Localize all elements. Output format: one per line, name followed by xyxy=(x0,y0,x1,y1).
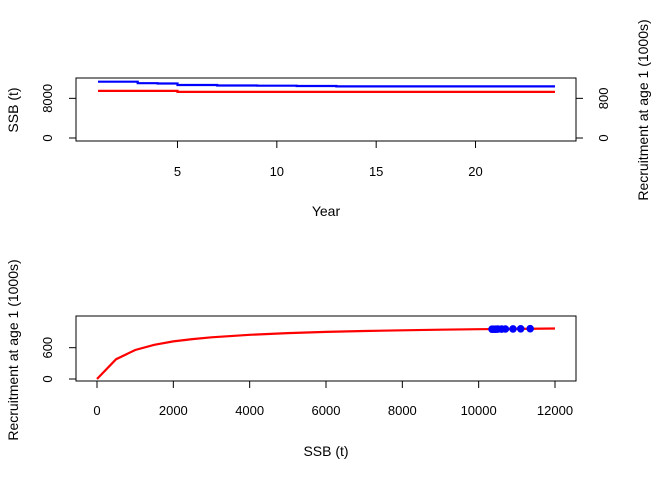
stock-recruitment-chart: 0 2000 4000 6000 8000 10000 12000 0 600 SSB (t)… xyxy=(5,259,577,459)
timeseries-x-tick-label: 10 xyxy=(270,164,284,179)
timeseries-y-axis-right: 0 800 xyxy=(575,87,611,142)
stock-recruitment-series-group xyxy=(96,324,556,380)
stock-recruitment-y-axis: 0 600 xyxy=(40,337,77,383)
stock-recruitment-x-tick-label: 12000 xyxy=(537,403,573,418)
stock-recruitment-x-tick-label: 4000 xyxy=(235,403,264,418)
timeseries-y-axis-left: 0 8000 xyxy=(40,84,77,142)
timeseries-x-tick-label: 15 xyxy=(369,164,383,179)
stock-recruitment-x-tick-label: 2000 xyxy=(159,403,188,418)
stock-recruitment-x-axis: 0 2000 4000 6000 8000 10000 12000 xyxy=(93,380,573,418)
timeseries-y-right-tick-label: 0 xyxy=(596,134,611,141)
stock-recruitment-y-tick-label: 600 xyxy=(40,337,55,359)
stock-recruitment-y-tick-label: 0 xyxy=(40,375,55,382)
stock-recruitment-x-tick-label: 10000 xyxy=(461,403,497,418)
stock-recruitment-point xyxy=(516,325,525,333)
timeseries-x-tick-label: 20 xyxy=(468,164,482,179)
timeseries-y-left-tick-label: 8000 xyxy=(40,84,55,113)
timeseries-y-right-tick-label: 800 xyxy=(596,87,611,109)
timeseries-x-tick-label: 5 xyxy=(174,164,181,179)
timeseries-x-axis-label: Year xyxy=(312,203,341,219)
stock-recruitment-x-tick-label: 0 xyxy=(93,403,100,418)
stock-recruitment-point xyxy=(509,325,517,333)
timeseries-series-line-2 xyxy=(98,89,555,93)
timeseries-series-group xyxy=(98,80,555,93)
stock-recruitment-x-axis-label: SSB (t) xyxy=(303,443,348,459)
stock-recruitment-curve-1 xyxy=(96,327,556,380)
stock-recruitment-x-tick-label: 8000 xyxy=(388,403,417,418)
timeseries-y-left-tick-label: 0 xyxy=(40,134,55,141)
timeseries-y-axis-label: SSB (t) xyxy=(5,87,21,132)
timeseries-x-axis: 5 10 15 20 xyxy=(174,140,483,179)
timeseries-chart: 5 10 15 20 0 8000 0 800 Year SSB (t) Recruitm… xyxy=(5,19,651,219)
timeseries-y-axis-right-label: Recruitment at age 1 (1000s) xyxy=(635,19,651,200)
stock-recruitment-y-axis-label: Recruitment at age 1 (1000s) xyxy=(5,259,21,440)
timeseries-series-line-1 xyxy=(98,80,555,88)
stock-recruitment-x-tick-label: 6000 xyxy=(312,403,341,418)
stock-recruitment-point xyxy=(526,324,535,333)
stock-recruitment-point xyxy=(501,325,510,333)
